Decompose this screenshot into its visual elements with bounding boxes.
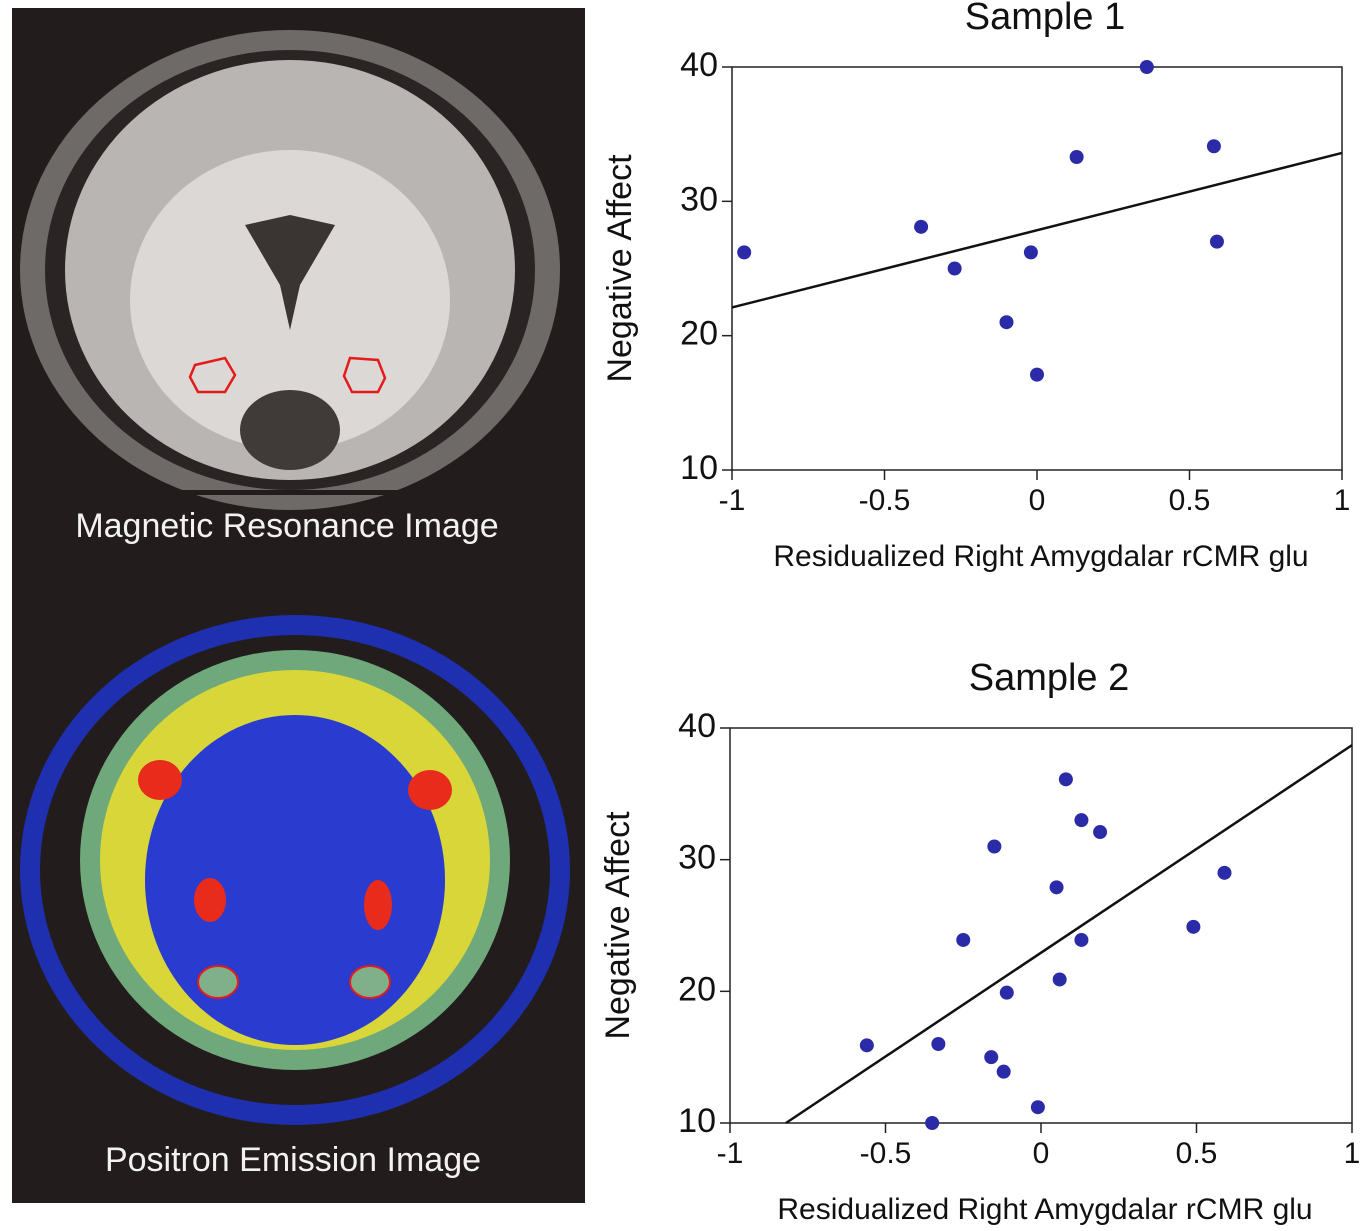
- chart-title: Sample 2: [969, 657, 1130, 699]
- y-tick-label: 20: [680, 315, 718, 353]
- fit-line: [732, 153, 1342, 307]
- data-point: [1024, 245, 1038, 259]
- data-point: [1031, 1100, 1045, 1114]
- data-point: [925, 1116, 939, 1130]
- x-tick-label: -0.5: [860, 1137, 912, 1170]
- x-tick-label: 1: [1334, 484, 1351, 517]
- y-tick-label: 30: [680, 180, 718, 218]
- y-axis-label: Negative Affect: [599, 811, 637, 1040]
- y-axis-label: Negative Affect: [601, 154, 639, 383]
- data-point: [984, 1050, 998, 1064]
- x-tick-label: 1: [1344, 1137, 1361, 1170]
- data-point: [956, 933, 970, 947]
- data-point: [1074, 813, 1088, 827]
- data-point: [1207, 139, 1221, 153]
- data-point: [1070, 150, 1084, 164]
- data-point: [1059, 772, 1073, 786]
- data-point: [1030, 368, 1044, 382]
- x-axis-label: Residualized Right Amygdalar rCMR glu: [773, 540, 1308, 573]
- figure: Magnetic Resonance Image Positron Emissi…: [0, 0, 1369, 1226]
- data-point: [987, 840, 1001, 854]
- data-point: [1186, 920, 1200, 934]
- plot-frame: [730, 728, 1352, 1123]
- y-tick-label: 40: [678, 707, 716, 745]
- data-point: [1074, 933, 1088, 947]
- x-tick-label: 0.5: [1176, 1137, 1218, 1170]
- data-point: [737, 245, 751, 259]
- x-tick-label: -1: [717, 1137, 744, 1170]
- x-tick-label: -1: [719, 484, 746, 517]
- image-caption: Positron Emission Image: [105, 1141, 481, 1179]
- x-tick-label: -0.5: [859, 484, 911, 517]
- pet-image: [20, 615, 570, 1125]
- x-tick-label: 0.5: [1169, 484, 1211, 517]
- x-axis-label: Residualized Right Amygdalar rCMR glu: [777, 1193, 1312, 1226]
- plot-frame: [732, 67, 1342, 470]
- data-point: [860, 1038, 874, 1052]
- chart-title: Sample 1: [965, 0, 1126, 38]
- y-tick-label: 10: [678, 1102, 716, 1140]
- data-point: [1050, 880, 1064, 894]
- data-point: [1053, 972, 1067, 986]
- data-point: [1000, 315, 1014, 329]
- data-point: [914, 220, 928, 234]
- data-point: [948, 262, 962, 276]
- y-tick-label: 30: [678, 839, 716, 877]
- data-point: [997, 1065, 1011, 1079]
- fit-line: [786, 745, 1352, 1123]
- y-tick-label: 20: [678, 970, 716, 1008]
- data-point: [1217, 866, 1231, 880]
- data-point: [1210, 235, 1224, 249]
- y-tick-label: 10: [680, 449, 718, 487]
- data-point: [931, 1037, 945, 1051]
- y-tick-label: 40: [680, 46, 718, 84]
- data-point: [1093, 825, 1107, 839]
- data-point: [1000, 986, 1014, 1000]
- x-tick-label: 0: [1029, 484, 1046, 517]
- image-caption: Magnetic Resonance Image: [75, 507, 498, 545]
- x-tick-label: 0: [1033, 1137, 1050, 1170]
- data-point: [1140, 60, 1154, 74]
